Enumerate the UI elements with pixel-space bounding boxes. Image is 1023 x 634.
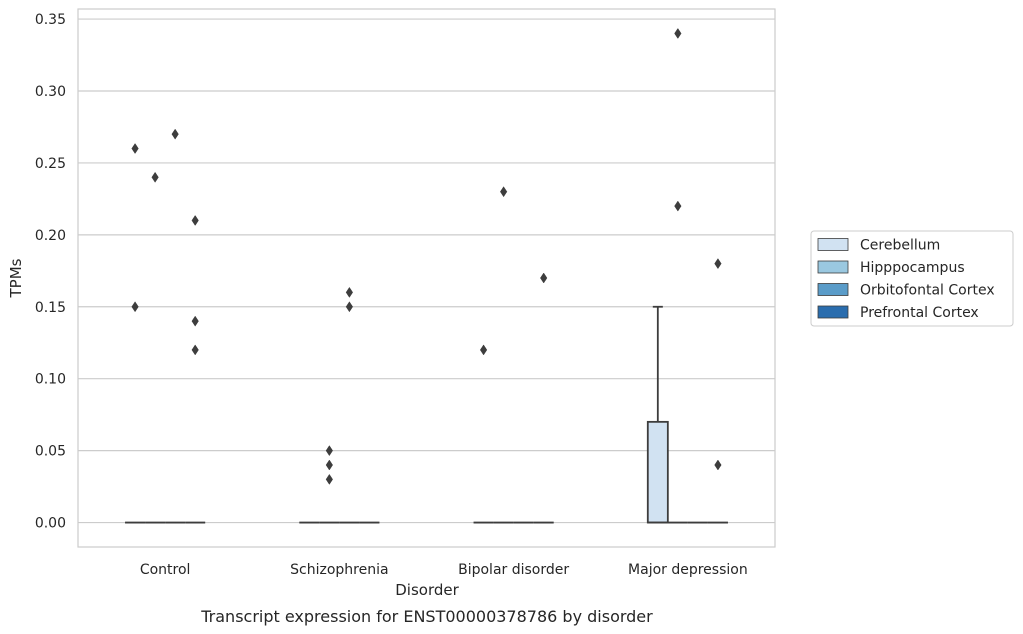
x-tick-label: Control xyxy=(140,562,191,578)
outlier-point xyxy=(674,28,682,39)
x-tick-label: Major depression xyxy=(628,562,748,578)
y-tick-labels: 0.00 0.05 0.10 0.15 0.20 0.25 0.30 0.35 xyxy=(35,12,66,531)
outlier-point xyxy=(131,143,139,154)
legend: Cerebellum Hipppocampus Orbitofontal Corte… xyxy=(810,230,1014,327)
y-tick-label: 0.05 xyxy=(35,444,66,460)
outlier-point xyxy=(479,344,488,356)
outlier-point xyxy=(131,301,139,313)
legend-swatch xyxy=(817,238,849,251)
legend-label: Cerebellum xyxy=(860,238,940,254)
outlier-point xyxy=(500,186,508,198)
x-axis-title: Disorder xyxy=(395,581,459,599)
x-tick-label: Schizophrenia xyxy=(290,562,388,578)
y-tick-label: 0.35 xyxy=(35,12,66,28)
boxes xyxy=(125,305,728,524)
outlier-point xyxy=(191,344,199,356)
outlier-point xyxy=(540,272,548,284)
outlier-point xyxy=(325,473,333,485)
outlier-point xyxy=(325,459,333,471)
legend-label: Hipppocampus xyxy=(860,260,965,276)
y-tick-label: 0.25 xyxy=(35,156,66,172)
outlier-point xyxy=(151,171,159,183)
y-tick-label: 0.15 xyxy=(35,300,66,316)
plot-frame xyxy=(77,8,776,548)
y-tick-label: 0.00 xyxy=(35,516,66,532)
legend-swatch xyxy=(817,283,849,296)
outlier-point xyxy=(191,215,199,226)
outlier-point xyxy=(171,128,179,140)
y-tick-label: 0.30 xyxy=(35,84,66,100)
legend-frame xyxy=(810,230,1014,327)
box-body xyxy=(646,420,669,524)
y-tick-label: 0.10 xyxy=(35,372,66,388)
outlier-point xyxy=(714,258,722,270)
legend-label: Orbitofontal Cortex xyxy=(860,283,995,299)
legend-label: Prefrontal Cortex xyxy=(860,305,979,321)
outlier-point xyxy=(674,200,682,212)
outlier-point xyxy=(345,301,353,313)
legend-swatch xyxy=(817,305,849,319)
outlier-point xyxy=(191,315,199,327)
x-tick-labels: Control Schizophrenia Bipolar disorder Majo… xyxy=(140,562,748,578)
y-axis-title: TPMs xyxy=(7,258,25,298)
legend-swatch xyxy=(817,260,849,274)
chart-caption: Transcript expression for ENST0000037878… xyxy=(200,607,653,626)
outlier-point xyxy=(325,445,333,457)
outlier-point xyxy=(345,286,353,298)
x-tick-label: Bipolar disorder xyxy=(458,562,569,578)
outliers xyxy=(131,28,722,485)
outlier-point xyxy=(714,459,722,471)
plot-background xyxy=(78,9,775,547)
y-tick-label: 0.20 xyxy=(35,228,66,244)
y-gridlines xyxy=(78,18,775,524)
